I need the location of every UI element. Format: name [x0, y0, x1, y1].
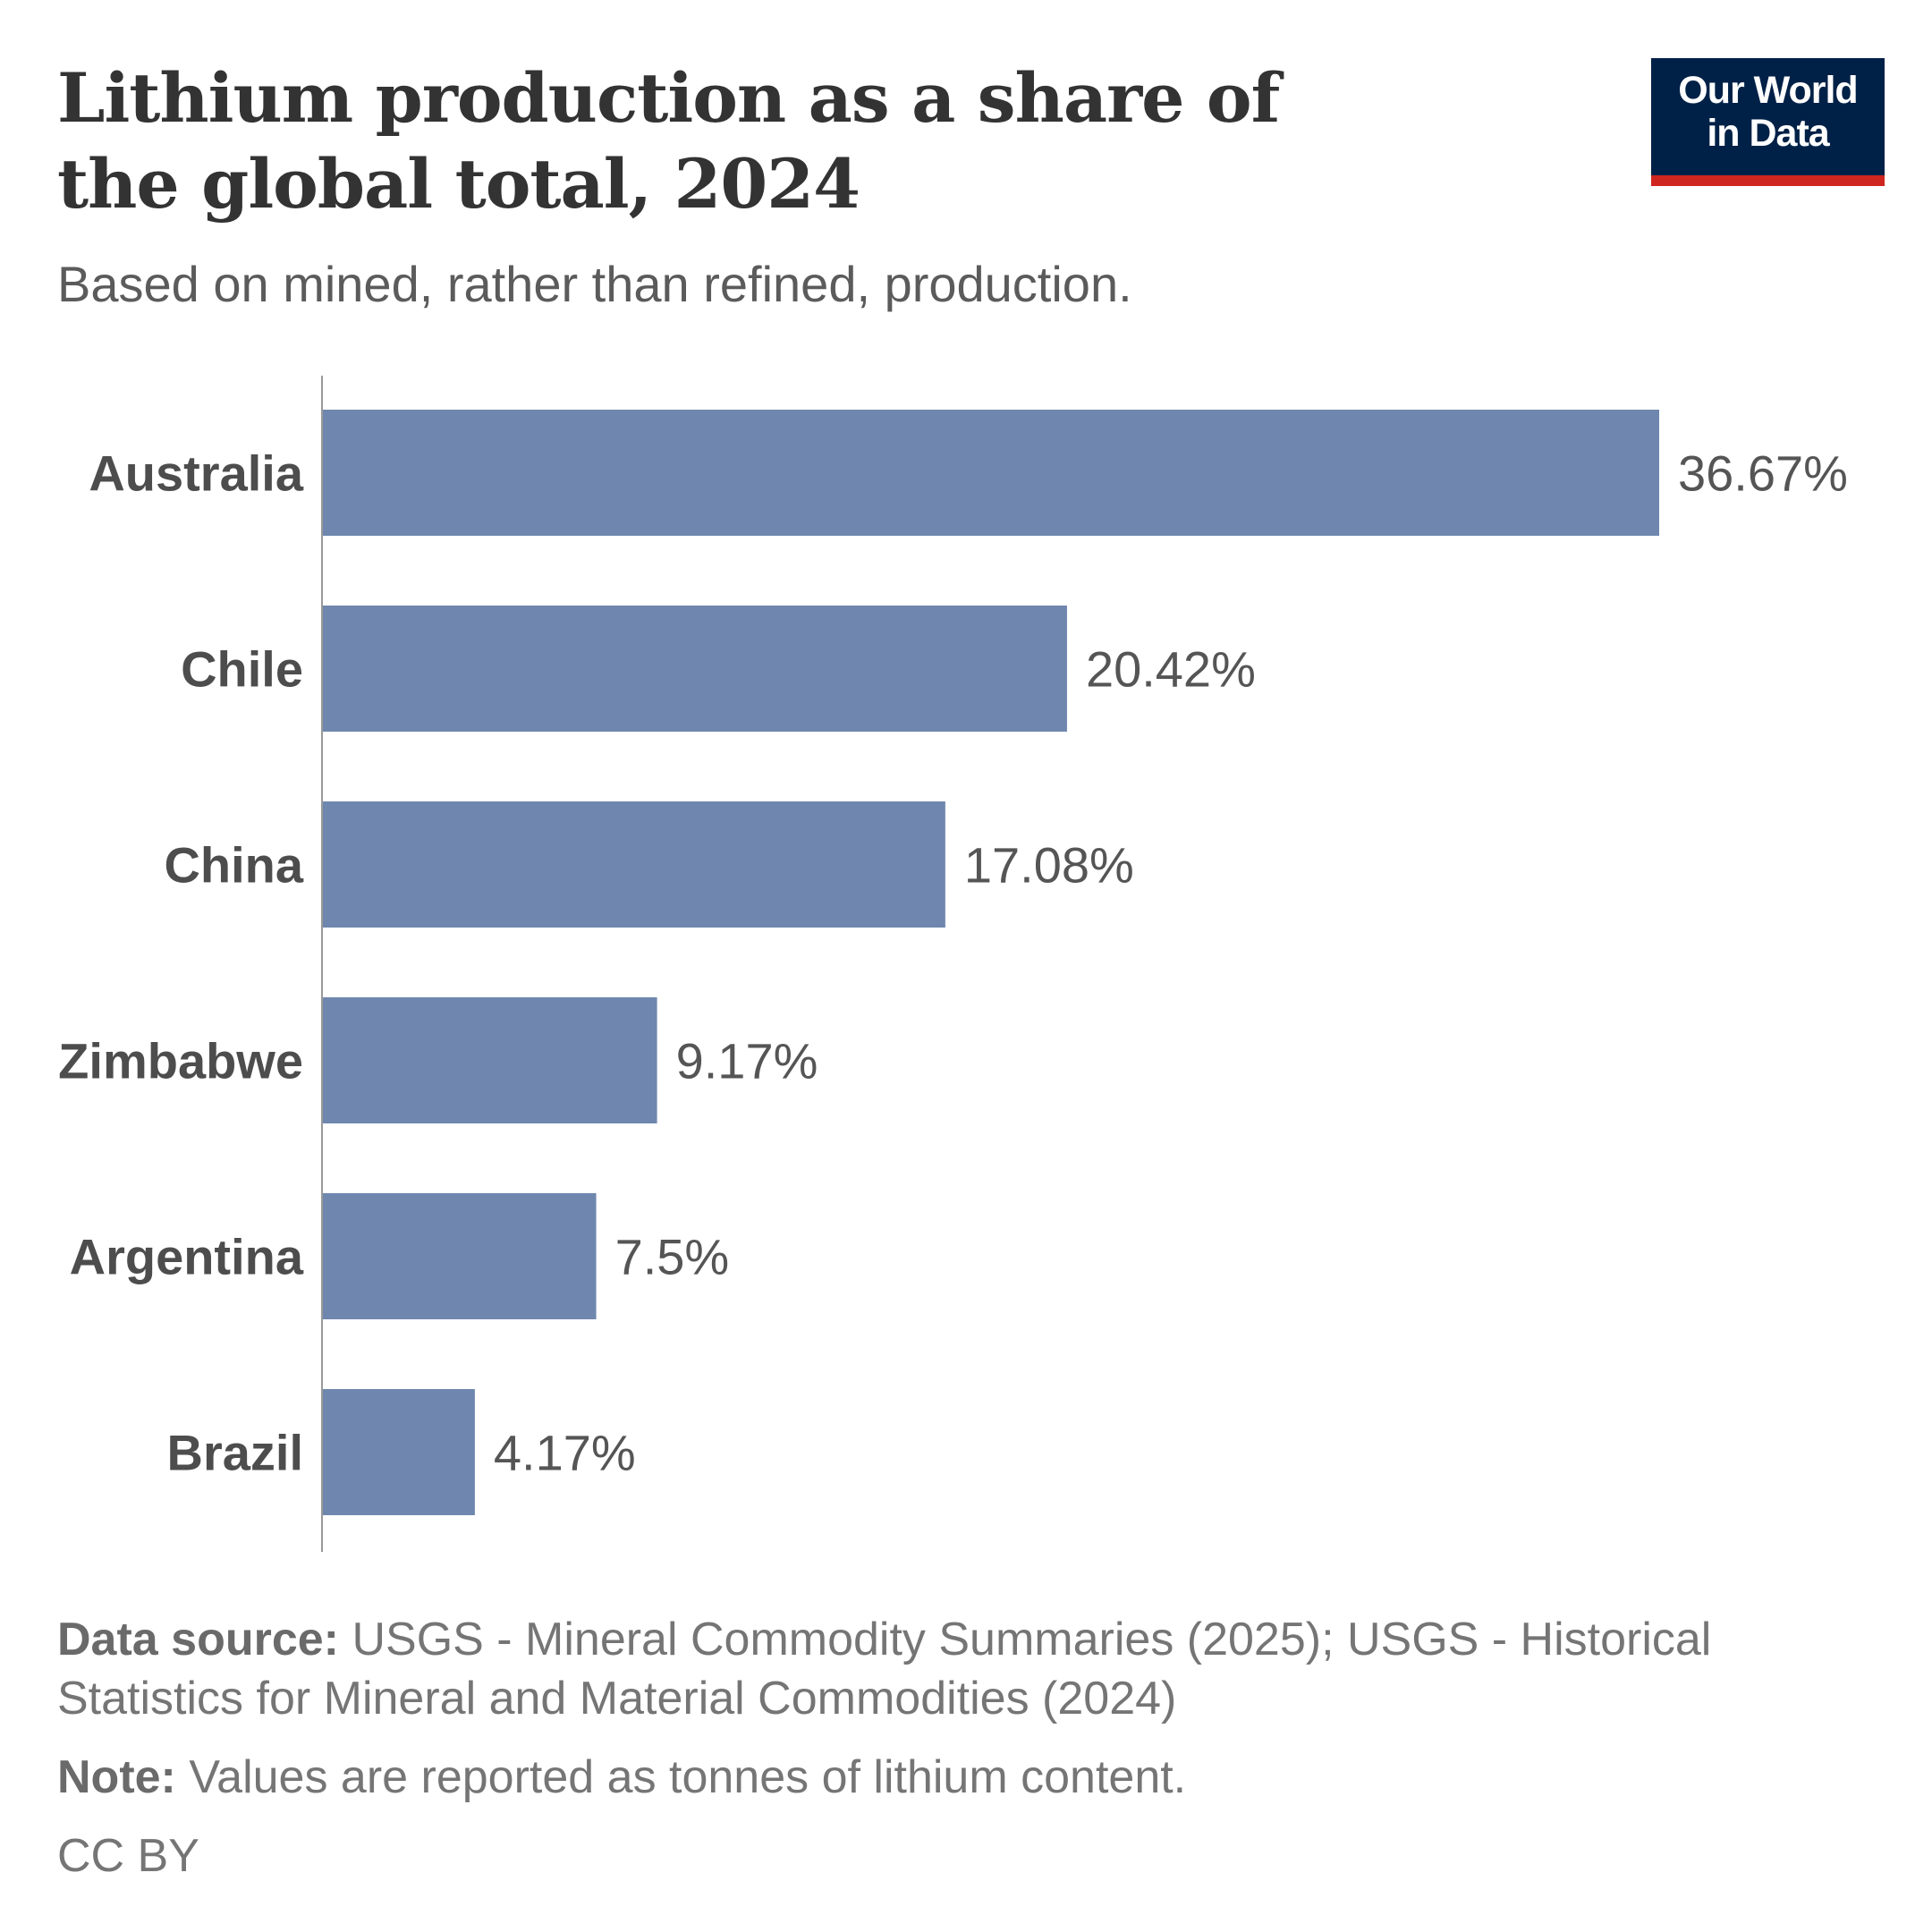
- value-label: 7.5%: [615, 1229, 730, 1285]
- note-label: Note:: [57, 1751, 176, 1803]
- note: Note: Values are reported as tonnes of l…: [57, 1748, 1846, 1807]
- bar-argentina[interactable]: [323, 1193, 597, 1319]
- data-source: Data source: USGS - Mineral Commodity Su…: [57, 1610, 1846, 1728]
- bar-china[interactable]: [323, 801, 945, 928]
- chart-subtitle: Based on mined, rather than refined, pro…: [57, 256, 1132, 312]
- note-text: Values are reported as tonnes of lithium…: [189, 1751, 1187, 1803]
- category-label: China: [164, 837, 303, 894]
- footer: Data source: USGS - Mineral Commodity Su…: [57, 1610, 1846, 1905]
- value-label: 20.42%: [1086, 641, 1256, 698]
- owid-logo[interactable]: Our World in Data: [1651, 58, 1885, 186]
- source-text[interactable]: USGS - Mineral Commodity Summaries (2025…: [57, 1614, 1712, 1724]
- license[interactable]: CC BY: [57, 1830, 199, 1882]
- category-label: Argentina: [70, 1229, 304, 1285]
- value-label: 36.67%: [1678, 445, 1848, 502]
- source-label: Data source:: [57, 1614, 339, 1665]
- category-label: Chile: [181, 641, 303, 698]
- value-label: 17.08%: [964, 837, 1134, 894]
- chart-title: Lithium production as a share of the glo…: [57, 58, 1280, 224]
- value-label: 4.17%: [494, 1425, 636, 1481]
- category-label: Australia: [89, 445, 303, 502]
- category-label: Brazil: [167, 1425, 304, 1481]
- category-label: Zimbabwe: [58, 1033, 303, 1089]
- logo-line-2: in Data: [1707, 111, 1829, 155]
- bar-australia[interactable]: [323, 410, 1659, 536]
- bar-zimbabwe[interactable]: [323, 997, 657, 1123]
- bar-brazil[interactable]: [323, 1389, 475, 1515]
- bar-chile[interactable]: [323, 606, 1067, 732]
- value-label: 9.17%: [676, 1033, 818, 1089]
- logo-line-1: Our World: [1678, 68, 1858, 112]
